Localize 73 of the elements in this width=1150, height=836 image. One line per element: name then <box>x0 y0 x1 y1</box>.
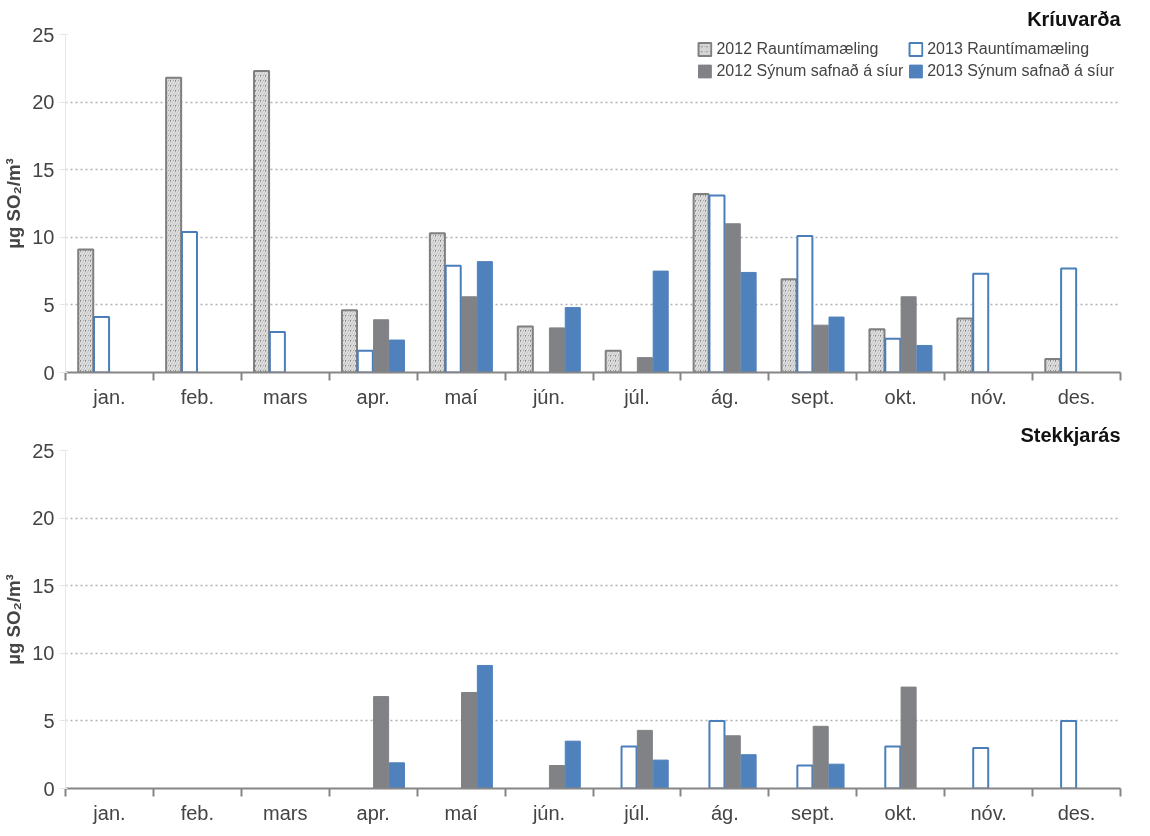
y-tick-label: 5 <box>43 293 55 316</box>
legend-label: 2012 Rauntímamæling <box>716 40 879 58</box>
bar <box>652 270 669 373</box>
x-tick-label: sept. <box>791 385 835 408</box>
bar <box>828 316 845 373</box>
y-tick-label: 20 <box>32 91 55 114</box>
x-tick-label: okt. <box>884 801 917 824</box>
x-tick-label: mars <box>263 801 308 824</box>
bar <box>564 307 581 373</box>
bar <box>708 719 726 789</box>
x-tick-label: feb. <box>180 801 215 824</box>
bar <box>1060 267 1078 373</box>
x-tick-label: sept. <box>791 801 835 824</box>
x-tick-label: nóv. <box>970 801 1007 824</box>
x-tick-label: maí <box>444 385 479 408</box>
x-tick-label: maí <box>444 801 479 824</box>
legend-label: 2013 Rauntímamæling <box>927 40 1090 58</box>
bar <box>388 762 405 789</box>
bar <box>1060 719 1078 789</box>
bar <box>884 745 902 789</box>
y-axis-title: µg SO₂/m³ <box>3 158 25 249</box>
bar <box>796 764 814 789</box>
y-tick-label: 0 <box>43 777 55 800</box>
bar <box>884 337 902 373</box>
y-tick-label: 10 <box>32 226 55 249</box>
x-tick-label: jan. <box>92 385 126 408</box>
x-tick-label: feb. <box>180 385 215 408</box>
x-tick-label: nóv. <box>970 385 1007 408</box>
bar <box>620 745 638 789</box>
bar <box>796 234 814 373</box>
bar <box>916 344 933 373</box>
y-tick-label: 25 <box>32 439 55 462</box>
bar <box>180 230 198 373</box>
x-tick-label: ág. <box>710 385 739 408</box>
y-tick-label: 15 <box>32 574 55 597</box>
x-tick-label: des. <box>1057 801 1096 824</box>
bar <box>444 264 462 373</box>
x-tick-label: des. <box>1057 385 1096 408</box>
bar <box>93 316 111 373</box>
legend-label: 2013 Sýnum safnað á síur <box>927 62 1114 80</box>
y-tick-label: 10 <box>32 642 55 665</box>
bar <box>972 272 990 373</box>
bar <box>268 330 286 373</box>
bar <box>740 271 757 373</box>
y-tick-label: 20 <box>32 507 55 530</box>
bar <box>828 763 845 789</box>
bar <box>708 194 726 373</box>
y-tick-label: 5 <box>43 709 55 732</box>
y-tick-label: 25 <box>32 23 55 46</box>
chart-title: Stekkjarás <box>1020 423 1121 446</box>
y-tick-label: 15 <box>32 158 55 181</box>
x-tick-label: jan. <box>92 801 126 824</box>
bar <box>476 261 493 373</box>
x-tick-label: júl. <box>623 385 650 408</box>
bar <box>652 759 669 789</box>
x-tick-label: apr. <box>356 801 390 824</box>
chart-title: Kríuvarða <box>1027 7 1122 30</box>
x-tick-label: apr. <box>356 385 390 408</box>
bar <box>564 740 581 789</box>
bar <box>388 339 405 373</box>
x-tick-label: okt. <box>884 385 917 408</box>
x-tick-label: jún. <box>531 385 566 408</box>
legend-label: 2012 Sýnum safnað á síur <box>716 62 904 80</box>
y-tick-label: 0 <box>43 361 55 384</box>
bar <box>356 349 374 373</box>
x-tick-label: júl. <box>623 801 650 824</box>
bar <box>740 754 757 789</box>
x-tick-label: mars <box>263 385 308 408</box>
y-axis-title: µg SO₂/m³ <box>3 574 25 665</box>
bar <box>972 746 990 789</box>
x-tick-label: ág. <box>710 801 739 824</box>
x-tick-label: jún. <box>531 801 566 824</box>
bar <box>476 664 493 789</box>
